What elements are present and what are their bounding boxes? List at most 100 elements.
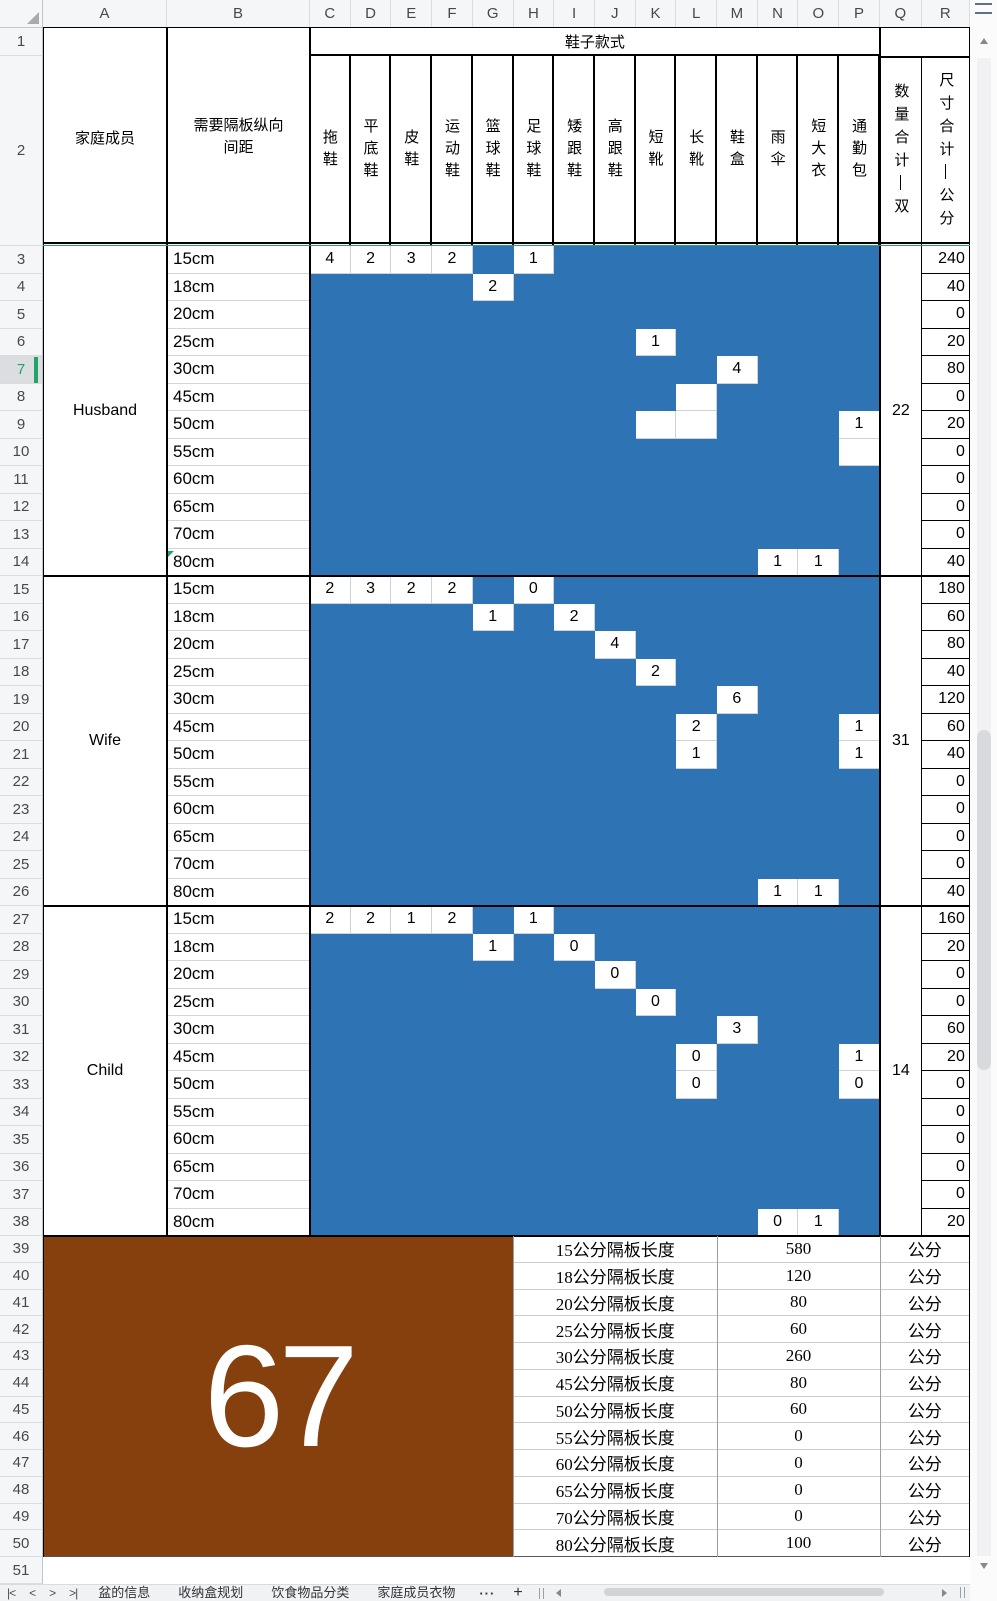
row-header-5[interactable]: 5 xyxy=(0,301,43,329)
data-cell[interactable] xyxy=(554,301,595,329)
row-header-38[interactable]: 38 xyxy=(0,1208,43,1236)
data-cell[interactable] xyxy=(472,438,514,466)
data-cell[interactable]: 1 xyxy=(839,411,880,439)
hscroll-left-icon[interactable] xyxy=(555,1589,561,1597)
data-cell[interactable] xyxy=(594,1153,636,1181)
data-cell[interactable] xyxy=(594,741,636,769)
size-total-cell[interactable]: 0 xyxy=(921,796,970,824)
data-cell[interactable] xyxy=(594,1126,636,1154)
data-cell[interactable] xyxy=(676,411,718,439)
data-cell[interactable] xyxy=(472,686,514,714)
data-cell[interactable] xyxy=(350,1071,392,1099)
row-header-28[interactable]: 28 xyxy=(0,933,43,961)
data-cell[interactable]: 2 xyxy=(676,713,718,741)
data-cell[interactable] xyxy=(472,741,514,769)
row-header-30[interactable]: 30 xyxy=(0,988,43,1016)
column-header-F[interactable]: F xyxy=(432,0,473,28)
row-header-47[interactable]: 47 xyxy=(0,1450,43,1477)
data-cell[interactable] xyxy=(432,411,473,439)
data-cell[interactable] xyxy=(594,851,636,879)
data-cell[interactable] xyxy=(350,851,392,879)
data-cell[interactable]: 6 xyxy=(717,686,758,714)
data-cell[interactable] xyxy=(798,273,840,301)
data-cell[interactable] xyxy=(594,493,636,521)
quantity-total-cell[interactable]: 22 xyxy=(879,246,922,576)
data-cell[interactable] xyxy=(350,1208,392,1236)
data-cell[interactable] xyxy=(432,823,473,851)
data-cell[interactable] xyxy=(757,438,799,466)
header-shoe-type[interactable]: 篮球鞋 xyxy=(472,56,514,246)
data-cell[interactable] xyxy=(717,906,758,934)
data-cell[interactable] xyxy=(472,521,514,549)
size-total-cell[interactable]: 0 xyxy=(921,768,970,796)
summary-value-cell[interactable]: 120 xyxy=(717,1262,880,1290)
data-cell[interactable] xyxy=(839,1153,880,1181)
data-cell[interactable] xyxy=(554,1071,595,1099)
data-cell[interactable] xyxy=(635,521,677,549)
data-cell[interactable] xyxy=(757,1016,799,1044)
vertical-scrollbar-thumb[interactable] xyxy=(977,730,991,1070)
data-cell[interactable]: 2 xyxy=(472,273,514,301)
size-total-cell[interactable]: 20 xyxy=(921,1208,970,1236)
sheet-tab-家庭成员衣物[interactable]: 家庭成员衣物 xyxy=(377,1585,456,1600)
size-total-cell[interactable]: 0 xyxy=(921,961,970,989)
spacing-cell[interactable]: 20cm xyxy=(167,631,310,659)
data-cell[interactable] xyxy=(798,1016,840,1044)
data-cell[interactable] xyxy=(594,273,636,301)
size-total-cell[interactable]: 80 xyxy=(921,356,970,384)
data-cell[interactable] xyxy=(717,878,758,906)
data-cell[interactable] xyxy=(554,961,595,989)
sheet-tab-盆的信息[interactable]: 盆的信息 xyxy=(98,1585,151,1600)
data-cell[interactable] xyxy=(676,768,718,796)
summary-label-cell[interactable]: 50公分隔板长度 xyxy=(513,1396,718,1424)
data-cell[interactable] xyxy=(717,713,758,741)
data-cell[interactable] xyxy=(310,796,351,824)
data-cell[interactable] xyxy=(798,906,840,934)
data-cell[interactable] xyxy=(554,493,595,521)
data-cell[interactable] xyxy=(798,521,840,549)
column-header-I[interactable]: I xyxy=(554,0,595,28)
data-cell[interactable] xyxy=(554,1043,595,1071)
data-cell[interactable] xyxy=(350,961,392,989)
data-cell[interactable] xyxy=(554,1098,595,1126)
data-cell[interactable]: 1 xyxy=(676,741,718,769)
data-cell[interactable] xyxy=(594,933,636,961)
data-cell[interactable] xyxy=(798,1071,840,1099)
data-cell[interactable] xyxy=(432,356,473,384)
data-cell[interactable] xyxy=(350,603,392,631)
data-cell[interactable] xyxy=(310,961,351,989)
row-header-39[interactable]: 39 xyxy=(0,1236,43,1263)
data-cell[interactable] xyxy=(513,438,555,466)
data-cell[interactable] xyxy=(432,1153,473,1181)
data-cell[interactable] xyxy=(594,356,636,384)
data-cell[interactable] xyxy=(513,1071,555,1099)
spacing-cell[interactable]: 55cm xyxy=(167,1098,310,1126)
data-cell[interactable] xyxy=(839,878,880,906)
column-header-N[interactable]: N xyxy=(757,0,799,28)
data-cell[interactable] xyxy=(635,796,677,824)
data-cell[interactable] xyxy=(676,603,718,631)
data-cell[interactable] xyxy=(432,383,473,411)
data-cell[interactable] xyxy=(554,1126,595,1154)
data-cell[interactable] xyxy=(391,1181,433,1209)
data-cell[interactable] xyxy=(554,988,595,1016)
data-cell[interactable] xyxy=(757,713,799,741)
size-total-cell[interactable]: 40 xyxy=(921,273,970,301)
row-header-43[interactable]: 43 xyxy=(0,1343,43,1370)
data-cell[interactable] xyxy=(310,1181,351,1209)
data-cell[interactable] xyxy=(310,1071,351,1099)
data-cell[interactable] xyxy=(594,301,636,329)
data-cell[interactable] xyxy=(432,603,473,631)
size-total-cell[interactable]: 0 xyxy=(921,301,970,329)
hscroll-right-icon[interactable] xyxy=(942,1589,947,1597)
data-cell[interactable] xyxy=(635,851,677,879)
spacing-cell[interactable]: 18cm xyxy=(167,933,310,961)
size-total-cell[interactable]: 0 xyxy=(921,988,970,1016)
data-cell[interactable] xyxy=(798,933,840,961)
data-cell[interactable] xyxy=(676,1181,718,1209)
data-cell[interactable] xyxy=(513,631,555,659)
data-cell[interactable] xyxy=(757,851,799,879)
data-cell[interactable] xyxy=(310,493,351,521)
data-cell[interactable] xyxy=(350,383,392,411)
data-cell[interactable] xyxy=(676,521,718,549)
